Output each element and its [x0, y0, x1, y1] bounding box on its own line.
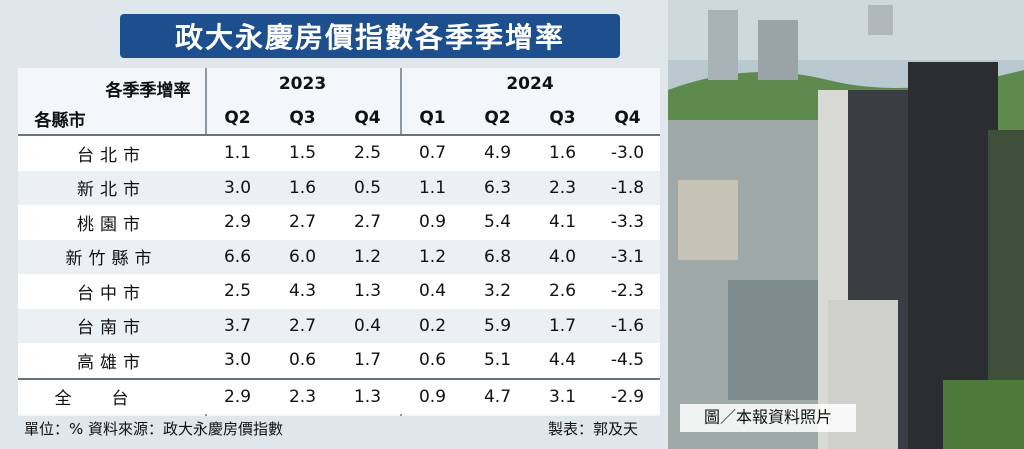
- corner-bottom: 各縣市: [34, 110, 86, 131]
- value-cell: 0.4: [418, 281, 447, 302]
- quarter-header: Q2: [484, 108, 511, 128]
- value-cell: 5.9: [483, 315, 512, 336]
- value-cell: -1.6: [610, 315, 645, 336]
- value-cell: 0.2: [418, 315, 447, 336]
- value-cell: 4.7: [483, 386, 512, 407]
- value-cell: 4.1: [548, 212, 577, 233]
- corner-top: 各季季增率: [105, 80, 191, 101]
- value-cell: 1.2: [353, 246, 382, 267]
- value-cell: 5.4: [483, 212, 512, 233]
- value-cell: 0.7: [418, 143, 447, 164]
- quarter-header: Q2: [224, 108, 251, 128]
- value-cell: 1.6: [548, 143, 577, 164]
- row-name: 新北市: [77, 180, 146, 201]
- value-cell: 2.3: [548, 177, 577, 198]
- value-cell: -4.5: [610, 350, 645, 371]
- value-cell: -1.8: [610, 177, 645, 198]
- value-cell: 3.0: [223, 350, 252, 371]
- value-cell: 6.8: [483, 246, 512, 267]
- value-cell: 6.3: [483, 177, 512, 198]
- value-cell: -2.9: [610, 386, 645, 407]
- footer-credit: 製表：郭及天: [548, 420, 639, 438]
- value-cell: 1.7: [353, 350, 382, 371]
- value-cell: -3.1: [610, 246, 645, 267]
- value-cell: 4.4: [548, 350, 577, 371]
- value-cell: 0.9: [418, 212, 447, 233]
- value-cell: 1.2: [418, 246, 447, 267]
- header-line: [18, 134, 660, 136]
- row-bg: [18, 239, 660, 274]
- value-cell: 1.7: [548, 315, 577, 336]
- value-cell: 1.3: [353, 386, 382, 407]
- row-bg: [18, 308, 660, 343]
- value-cell: 6.6: [223, 246, 252, 267]
- row-bg: [18, 136, 660, 171]
- value-cell: 2.5: [353, 143, 382, 164]
- value-cell: 2.7: [288, 315, 317, 336]
- value-cell: 2.7: [288, 212, 317, 233]
- value-cell: -3.3: [610, 212, 645, 233]
- value-cell: 3.0: [223, 177, 252, 198]
- year-header: 2023: [278, 74, 327, 94]
- value-cell: 4.0: [548, 246, 577, 267]
- value-cell: 5.1: [483, 350, 512, 371]
- value-cell: 1.3: [353, 281, 382, 302]
- value-cell: 1.6: [288, 177, 317, 198]
- photo-caption: 圖／本報資料照片: [704, 408, 832, 427]
- photo: 圖／本報資料照片: [668, 0, 1024, 449]
- value-cell: 2.9: [223, 212, 252, 233]
- value-cell: 0.4: [353, 315, 382, 336]
- value-cell: 0.6: [418, 350, 447, 371]
- total-line: [18, 377, 660, 380]
- title: 政大永慶房價指數各季季增率: [120, 14, 620, 58]
- value-cell: 3.2: [483, 281, 512, 302]
- row-bg: [18, 274, 660, 309]
- value-cell: -3.0: [610, 143, 645, 164]
- value-cell: 6.0: [288, 246, 317, 267]
- value-cell: -2.3: [610, 281, 645, 302]
- value-cell: 3.7: [223, 315, 252, 336]
- year-header: 2024: [506, 74, 554, 94]
- row-name: 高雄市: [77, 352, 146, 373]
- row-bg: [18, 170, 660, 205]
- value-cell: 0.6: [288, 350, 317, 371]
- row-name: 桃園市: [77, 214, 146, 235]
- quarter-header: Q3: [289, 108, 316, 128]
- row-name: 全台: [54, 389, 169, 410]
- value-cell: 2.3: [288, 386, 317, 407]
- value-cell: 3.1: [548, 386, 577, 407]
- footer-source: 單位：% 資料來源：政大永慶房價指數: [24, 420, 284, 438]
- value-cell: 0.5: [353, 177, 382, 198]
- value-cell: 2.7: [353, 212, 382, 233]
- value-cell: 2.5: [223, 281, 252, 302]
- value-cell: 4.3: [288, 281, 317, 302]
- value-cell: 1.1: [223, 143, 252, 164]
- row-bg: [18, 343, 660, 378]
- value-cell: 1.1: [418, 177, 447, 198]
- row-name: 新竹縣市: [65, 249, 158, 270]
- value-cell: 1.5: [288, 143, 317, 164]
- quarter-header: Q3: [549, 108, 576, 128]
- quarter-header: Q4: [614, 108, 641, 128]
- value-cell: 0.9: [418, 386, 447, 407]
- quarter-header: Q4: [354, 108, 381, 128]
- value-cell: 2.9: [223, 386, 252, 407]
- row-bg: [18, 205, 660, 240]
- row-name: 台北市: [77, 145, 146, 166]
- value-cell: 4.9: [483, 143, 512, 164]
- row-bg: [18, 379, 660, 414]
- value-cell: 2.6: [548, 281, 577, 302]
- row-name: 台南市: [77, 318, 146, 339]
- row-name: 台中市: [77, 283, 146, 304]
- quarter-header: Q1: [419, 108, 446, 128]
